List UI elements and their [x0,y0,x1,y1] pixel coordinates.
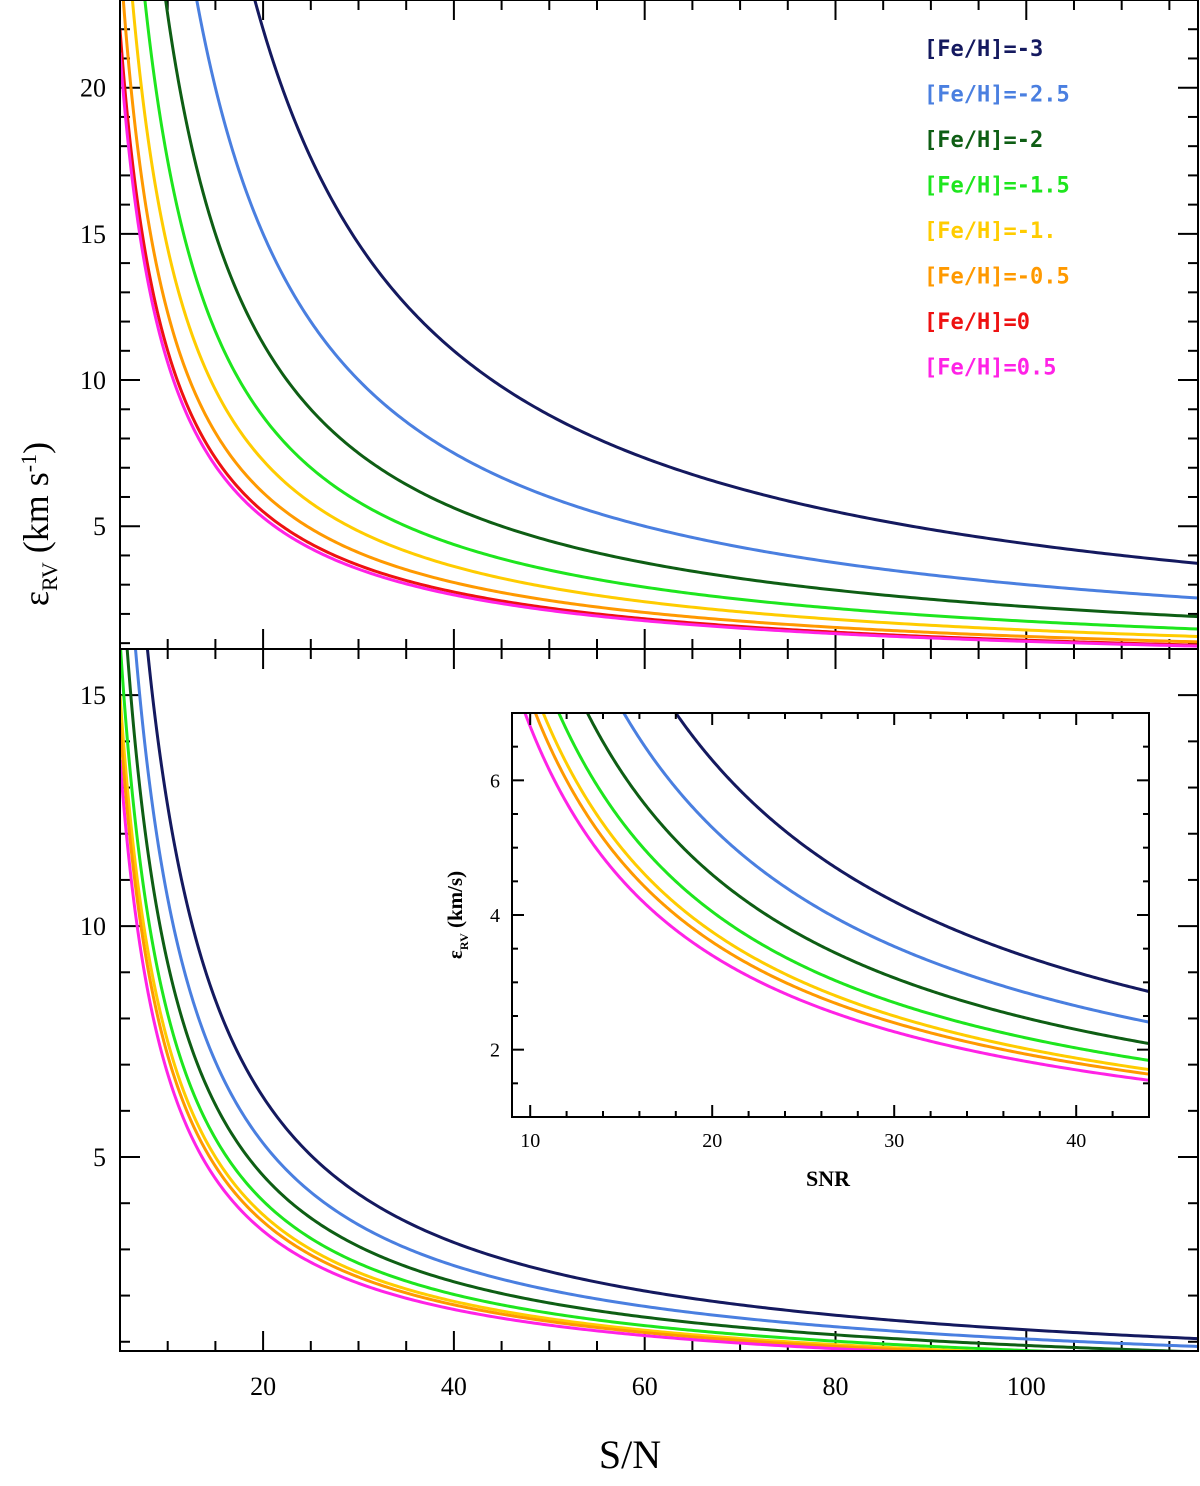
y-tick-label: 15 [80,681,106,710]
series-line-[Fe/H]=0.5 [120,759,918,1351]
series-line-[Fe/H]=-2.5 [195,0,1198,600]
x-tick-label: 80 [822,1372,848,1401]
series-line-[Fe/H]=-2 [164,0,1198,619]
x-tick-label: 60 [632,1372,658,1401]
series-line-[Fe/H]=0.5 [523,713,1149,1082]
legend-entry: [Fe/H]=-2.5 [924,83,1070,108]
legend-entry: [Fe/H]=-1.5 [924,174,1070,199]
y-tick-label: 6 [490,770,500,792]
legend: [Fe/H]=-3 [Fe/H]=-2.5 [Fe/H]=-2 [Fe/H]=-1.5… [924,37,1070,381]
x-tick-label: 20 [702,1130,722,1152]
inset-x-axis-label: SNR [806,1166,851,1191]
series-line-[Fe/H]=-1.5 [143,0,1198,631]
legend-entry: [Fe/H]=-3 [924,37,1043,62]
inset-y-axis-label: εRV (km/s) [443,871,471,959]
y-axis-label: εRV (km s-1) [16,442,62,606]
bottom-panel-ticks: 20 40 60 80 100 5 10 15 [80,649,1198,1401]
inset-panel: 10 20 30 40 2 4 6 SNR εRV (km/s) [443,712,1150,1191]
x-tick-label: 20 [250,1372,276,1401]
x-tick-label: 30 [884,1130,904,1152]
series-line-[Fe/H]=-1.5 [557,713,1149,1062]
series-line-[Fe/H]=0 [120,29,1198,647]
legend-entry: [Fe/H]=-1. [924,219,1056,244]
legend-entry: [Fe/H]=0.5 [924,356,1056,381]
series-line-[Fe/H]=-2.5 [622,713,1149,1024]
series-line-[Fe/H]=-3 [673,713,1149,993]
legend-entry: [Fe/H]=-2 [924,128,1043,153]
series-line-[Fe/H]=-1. [541,713,1149,1072]
series-line-[Fe/H]=-2 [125,649,1198,1351]
series-line-[Fe/H]=-2 [585,713,1149,1046]
x-tick-label: 40 [1066,1130,1086,1152]
x-tick-label: 40 [441,1372,467,1401]
y-tick-label: 4 [490,905,500,927]
y-tick-label: 5 [93,512,106,541]
inset-series [523,713,1149,1082]
series-line-[Fe/H]=-2.5 [133,649,1198,1348]
y-tick-label: 10 [80,912,106,941]
top-panel-ticks: 5 10 15 20 [80,0,1198,649]
legend-entry: [Fe/H]=0 [924,310,1030,335]
y-tick-label: 2 [490,1040,500,1062]
y-tick-label: 5 [93,1143,106,1172]
series-line-[Fe/H]=-0.5 [533,713,1149,1076]
y-tick-label: 20 [80,74,106,103]
y-tick-label: 10 [80,366,106,395]
series-line-[Fe/H]=0.5 [120,52,1198,648]
top-panel-series [120,0,1198,648]
legend-entry: [Fe/H]=-0.5 [924,265,1070,290]
x-tick-label: 10 [520,1130,540,1152]
series-line-[Fe/H]=-3 [145,649,1198,1341]
plot-frame [119,0,1199,1352]
y-tick-label: 15 [80,220,106,249]
x-tick-label: 100 [1007,1372,1046,1401]
series-line-[Fe/H]=-1. [130,0,1198,638]
inset-frame [511,712,1150,1118]
series-line-[Fe/H]=-1. [120,695,1005,1351]
series-line-[Fe/H]=-3 [253,0,1198,565]
x-axis-label: S/N [599,1432,661,1477]
series-line-[Fe/H]=-0.5 [121,0,1198,644]
series-line-[Fe/H]=-1.5 [120,649,1080,1351]
